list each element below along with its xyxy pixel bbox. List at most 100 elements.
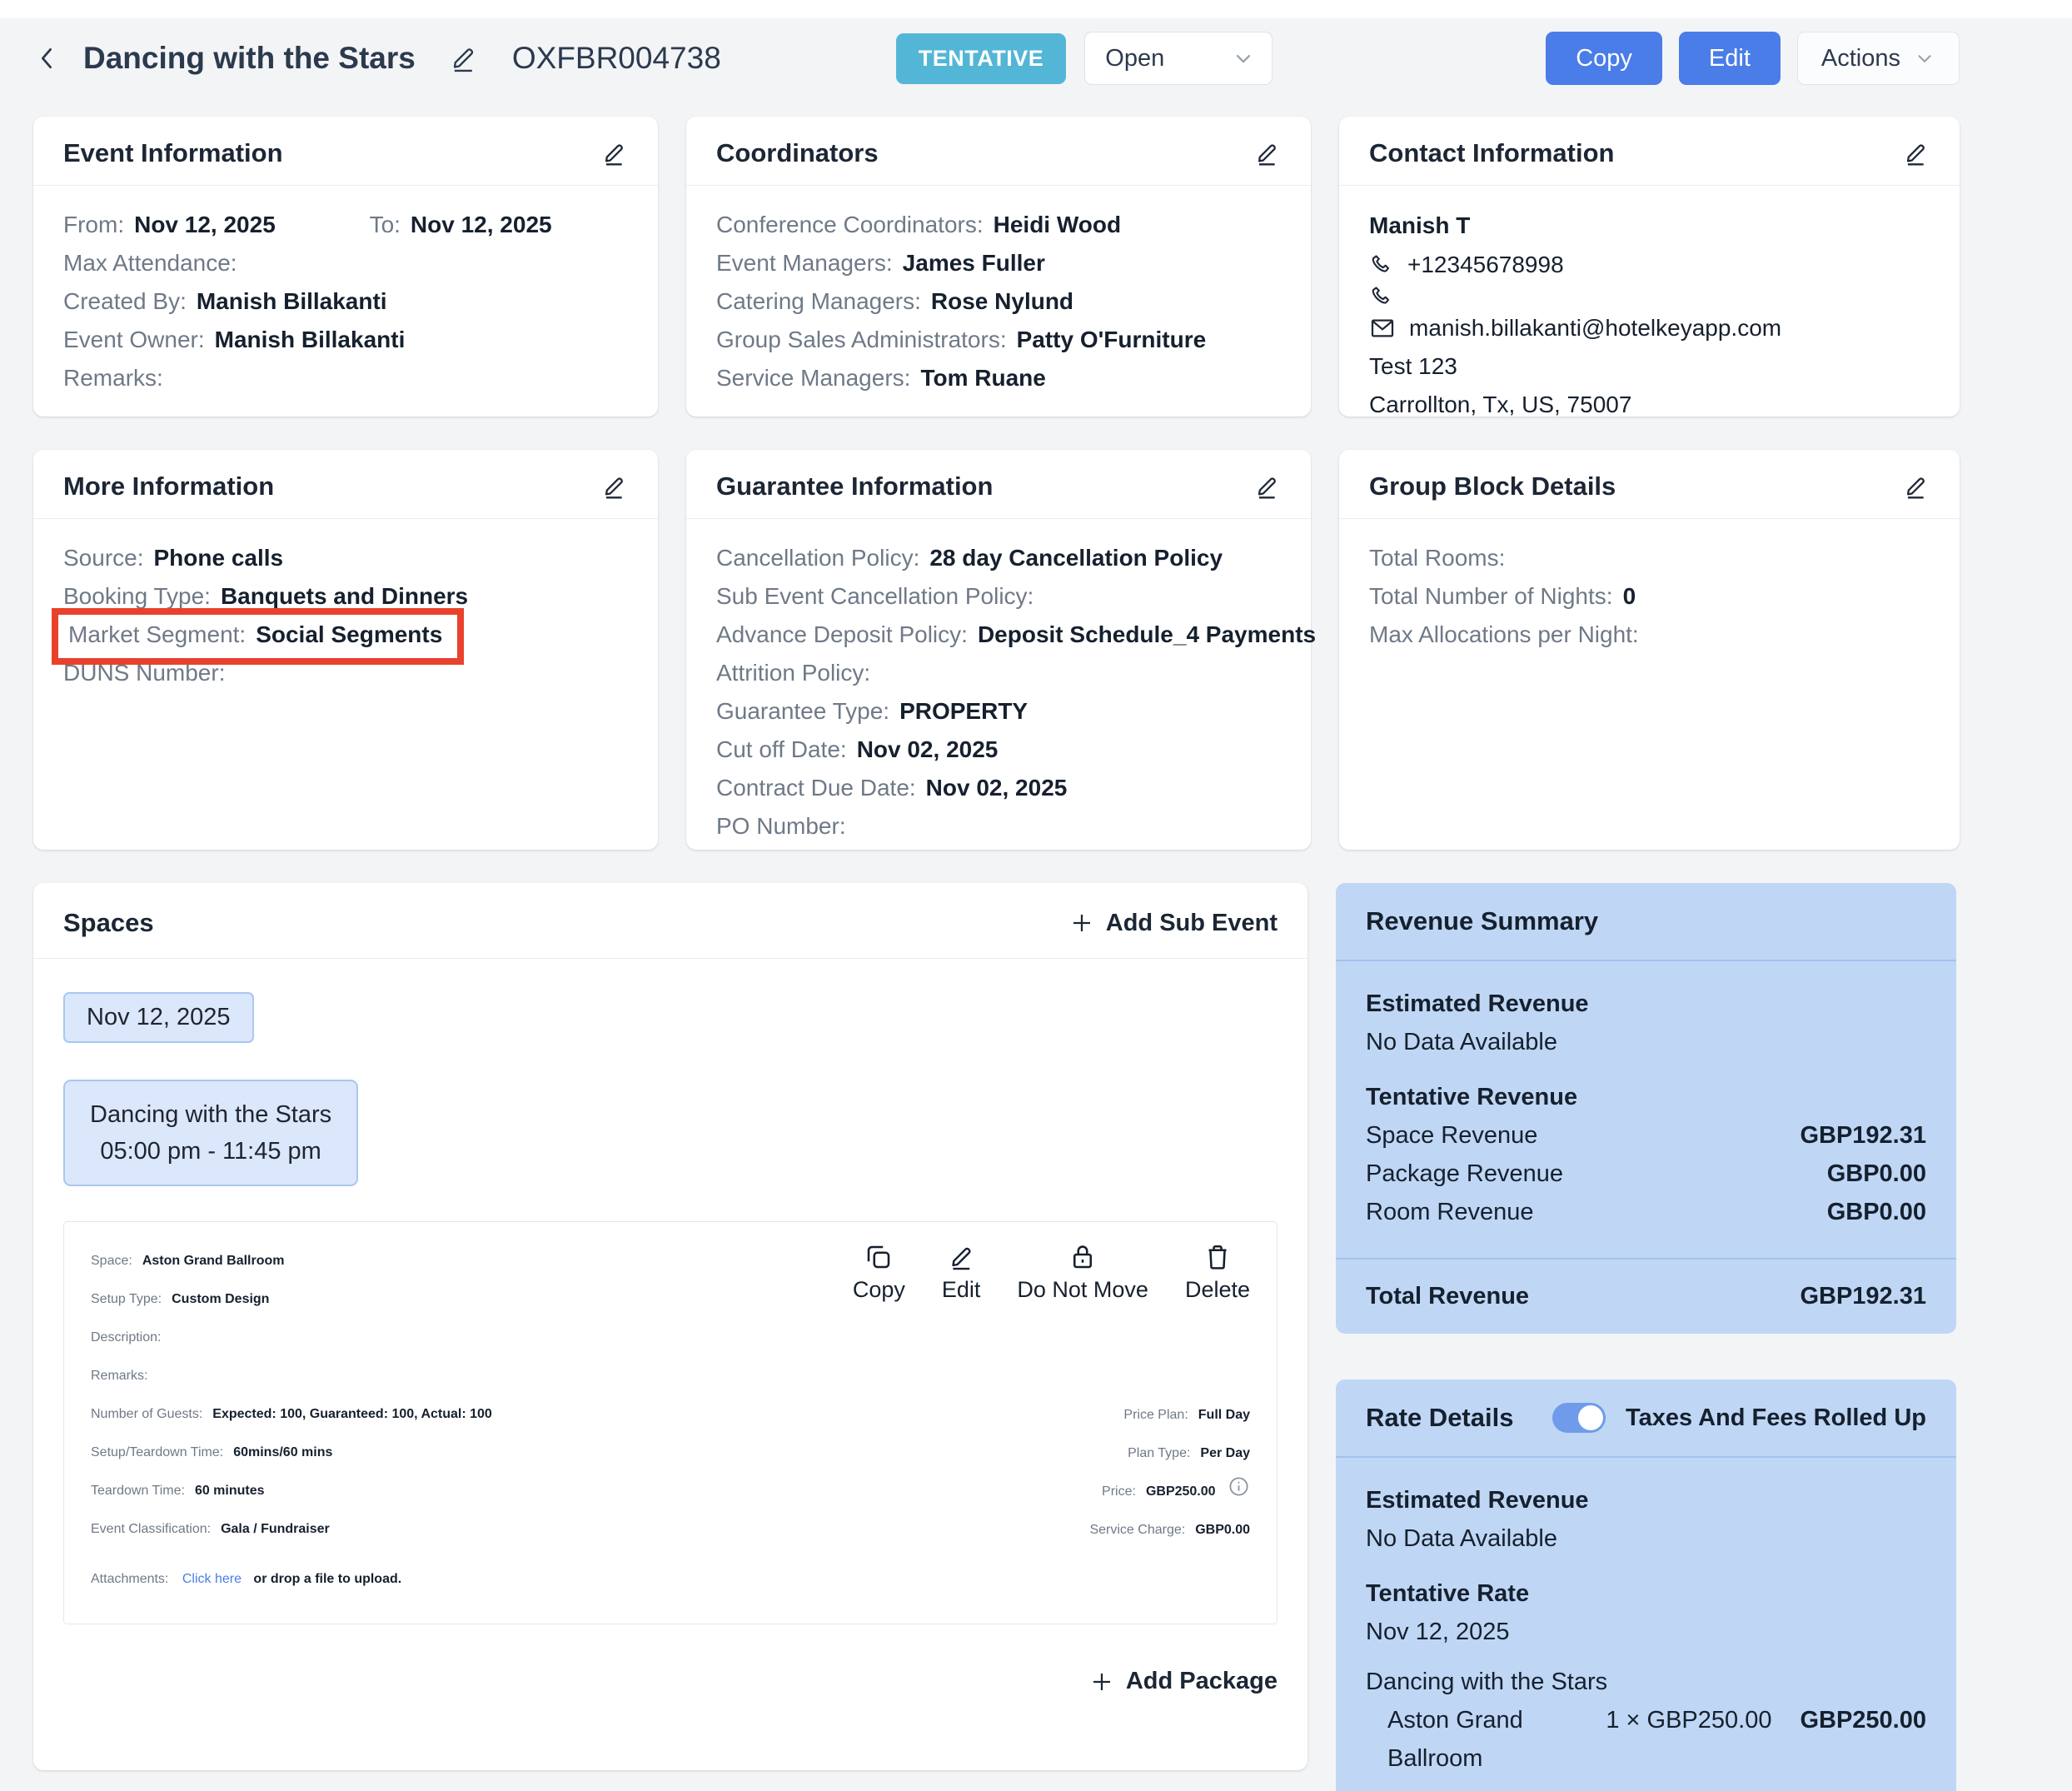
contact-address-line1: Test 123 [1369,353,1457,379]
info-row: Cut off Date: Nov 02, 2025 [716,736,999,762]
chevron-left-icon [41,47,52,69]
rate-line-item: Aston Grand Ballroom 1 × GBP250.00 GBP25… [1387,1707,1926,1772]
add-sub-event-button[interactable]: Add Sub Event [1069,910,1278,937]
edit-title-icon[interactable] [447,42,479,74]
revenue-summary-card: Revenue Summary Estimated Revenue No Dat… [1336,883,1956,1334]
revenue-row: Room Revenue GBP0.00 [1366,1199,1926,1225]
revenue-row: Package Revenue GBP0.00 [1366,1160,1926,1187]
edit-guarantee-information-icon[interactable] [1253,472,1281,501]
estimated-revenue-heading: Estimated Revenue [1366,990,1589,1017]
space-delete-button[interactable]: Delete [1185,1242,1250,1303]
price-info-icon[interactable] [1228,1475,1250,1498]
highlight-annotation: Market Segment: Social Segments [52,608,465,665]
info-row: DUNS Number: [63,660,226,686]
info-row: Teardown Time: 60 minutes [91,1484,265,1498]
info-row: Cancellation Policy: 28 day Cancellation … [716,545,1223,571]
info-row: Total Rooms: [1369,545,1506,571]
back-button[interactable] [33,42,62,75]
info-row: Sub Event Cancellation Policy: [716,583,1034,609]
space-do-not-move-button[interactable]: Do Not Move [1017,1242,1148,1303]
phone-icon [1369,284,1394,309]
guarantee-information-card: Guarantee Information Cancellation Polic… [686,450,1317,850]
info-row: Description: [91,1330,162,1344]
info-row: Conference Coordinators: Heidi Wood [716,212,1122,237]
space-detail-panel: Space: Aston Grand Ballroom Setup Type: Cu… [63,1221,1278,1624]
edit-icon [952,1247,971,1270]
info-row: Event Managers: James Fuller [716,250,1045,276]
trash-icon [1208,1245,1227,1270]
edit-event-information-icon[interactable] [600,139,628,167]
info-row: Max Allocations per Night: [1369,621,1639,647]
attachments-upload-link[interactable]: Click here [182,1572,242,1586]
page-title: Dancing with the Stars [83,41,416,75]
info-row: Group Sales Administrators: Patty O'Furni… [716,327,1207,352]
info-row: Booking Type: Banquets and Dinners [63,583,469,609]
more-information-card: More Information Source: Phone calls Book… [33,450,658,850]
attachments-row: Attachments: Click here or drop a file t… [91,1572,402,1586]
sub-event-chip-name: Dancing with the Stars [90,1101,332,1128]
revenue-summary-title: Revenue Summary [1366,906,1599,935]
info-row: Remarks: [91,1369,148,1383]
chevron-down-icon [1918,55,1931,62]
card-title: Guarantee Information [716,471,994,501]
contact-address-line2: Carrollton, Tx, US, 75007 [1369,392,1632,417]
info-row: Contract Due Date: Nov 02, 2025 [716,775,1068,801]
space-edit-button[interactable]: Edit [942,1242,980,1303]
info-row: Setup Type: Custom Design [91,1292,270,1306]
info-row: Event Owner: Manish Billakanti [63,327,406,352]
taxes-fees-toggle-label: Taxes And Fees Rolled Up [1626,1404,1926,1431]
info-row: Advance Deposit Policy: Deposit Schedule_… [716,621,1317,647]
contact-email: manish.billakanti@hotelkeyapp.com [1409,315,1782,341]
event-information-card: Event Information From: Nov 12, 2025 To: N… [33,117,658,417]
lock-icon [1073,1245,1093,1269]
info-row: Attrition Policy: [716,660,871,686]
info-row: Guarantee Type: PROPERTY [716,698,1029,724]
sub-event-chip[interactable]: Dancing with the Stars 05:00 pm - 11:45 … [63,1080,359,1186]
revenue-row: Space Revenue GBP192.31 [1366,1122,1926,1149]
contact-email-row: manish.billakanti@hotelkeyapp.com [1369,309,1930,347]
edit-button[interactable]: Edit [1678,32,1781,85]
copy-icon [868,1245,890,1269]
plus-icon [1073,915,1090,931]
edit-group-block-icon[interactable] [1901,472,1930,501]
space-date-chip[interactable]: Nov 12, 2025 [63,992,254,1043]
rate-details-card: Rate Details Taxes And Fees Rolled Up Es… [1336,1379,1956,1791]
contact-name: Manish T [1369,212,1471,238]
card-title: More Information [63,471,275,501]
info-row: Created By: Manish Billakanti [63,288,387,314]
sub-event-chip-time: 05:00 pm - 11:45 pm [100,1138,321,1165]
estimated-revenue-heading: Estimated Revenue [1366,1487,1589,1514]
page-header: Dancing with the Stars OXFBR004738 TENTA… [0,18,2072,98]
status-dropdown-value: Open [1105,44,1165,72]
actions-button[interactable]: Actions [1796,32,1960,85]
info-row: PO Number: [716,813,846,839]
edit-coordinators-icon[interactable] [1253,139,1281,167]
space-copy-button[interactable]: Copy [853,1242,905,1303]
card-title: Contact Information [1369,138,1615,167]
card-title: Coordinators [716,138,879,167]
edit-contact-information-icon[interactable] [1901,139,1930,167]
card-title: Group Block Details [1369,471,1616,501]
spaces-title: Spaces [63,908,154,937]
info-row: Service Managers: Tom Ruane [716,365,1046,391]
mail-icon [1369,315,1396,342]
contact-phone: +12345678998 [1407,252,1564,277]
phone-icon [1369,252,1394,277]
market-segment-row: Market Segment: Social Segments [52,608,628,665]
tentative-revenue-heading: Tentative Revenue [1366,1084,1578,1110]
info-row: Source: Phone calls [63,545,284,571]
info-row: Catering Managers: Rose Nylund [716,288,1074,314]
coordinators-card: Coordinators Conference Coordinators: Hei… [686,117,1311,417]
taxes-fees-toggle[interactable] [1552,1403,1606,1433]
info-row: Setup/Teardown Time: 60mins/60 mins [91,1445,333,1459]
edit-more-information-icon[interactable] [600,472,628,501]
plan-type-row: Plan Type: Per Day [1128,1446,1250,1460]
status-badge: TENTATIVE [895,32,1067,84]
spaces-card: Spaces Add Sub Event Nov 12, 2025 Dancin… [33,883,1307,1770]
add-package-button[interactable]: Add Package [1089,1668,1278,1695]
rate-event-name: Dancing with the Stars [1366,1669,1608,1695]
info-row: Space: Aston Grand Ballroom [91,1254,285,1268]
total-revenue-row: Total Revenue GBP192.31 [1336,1258,1956,1334]
copy-button[interactable]: Copy [1546,32,1662,85]
status-dropdown[interactable]: Open [1084,32,1273,85]
